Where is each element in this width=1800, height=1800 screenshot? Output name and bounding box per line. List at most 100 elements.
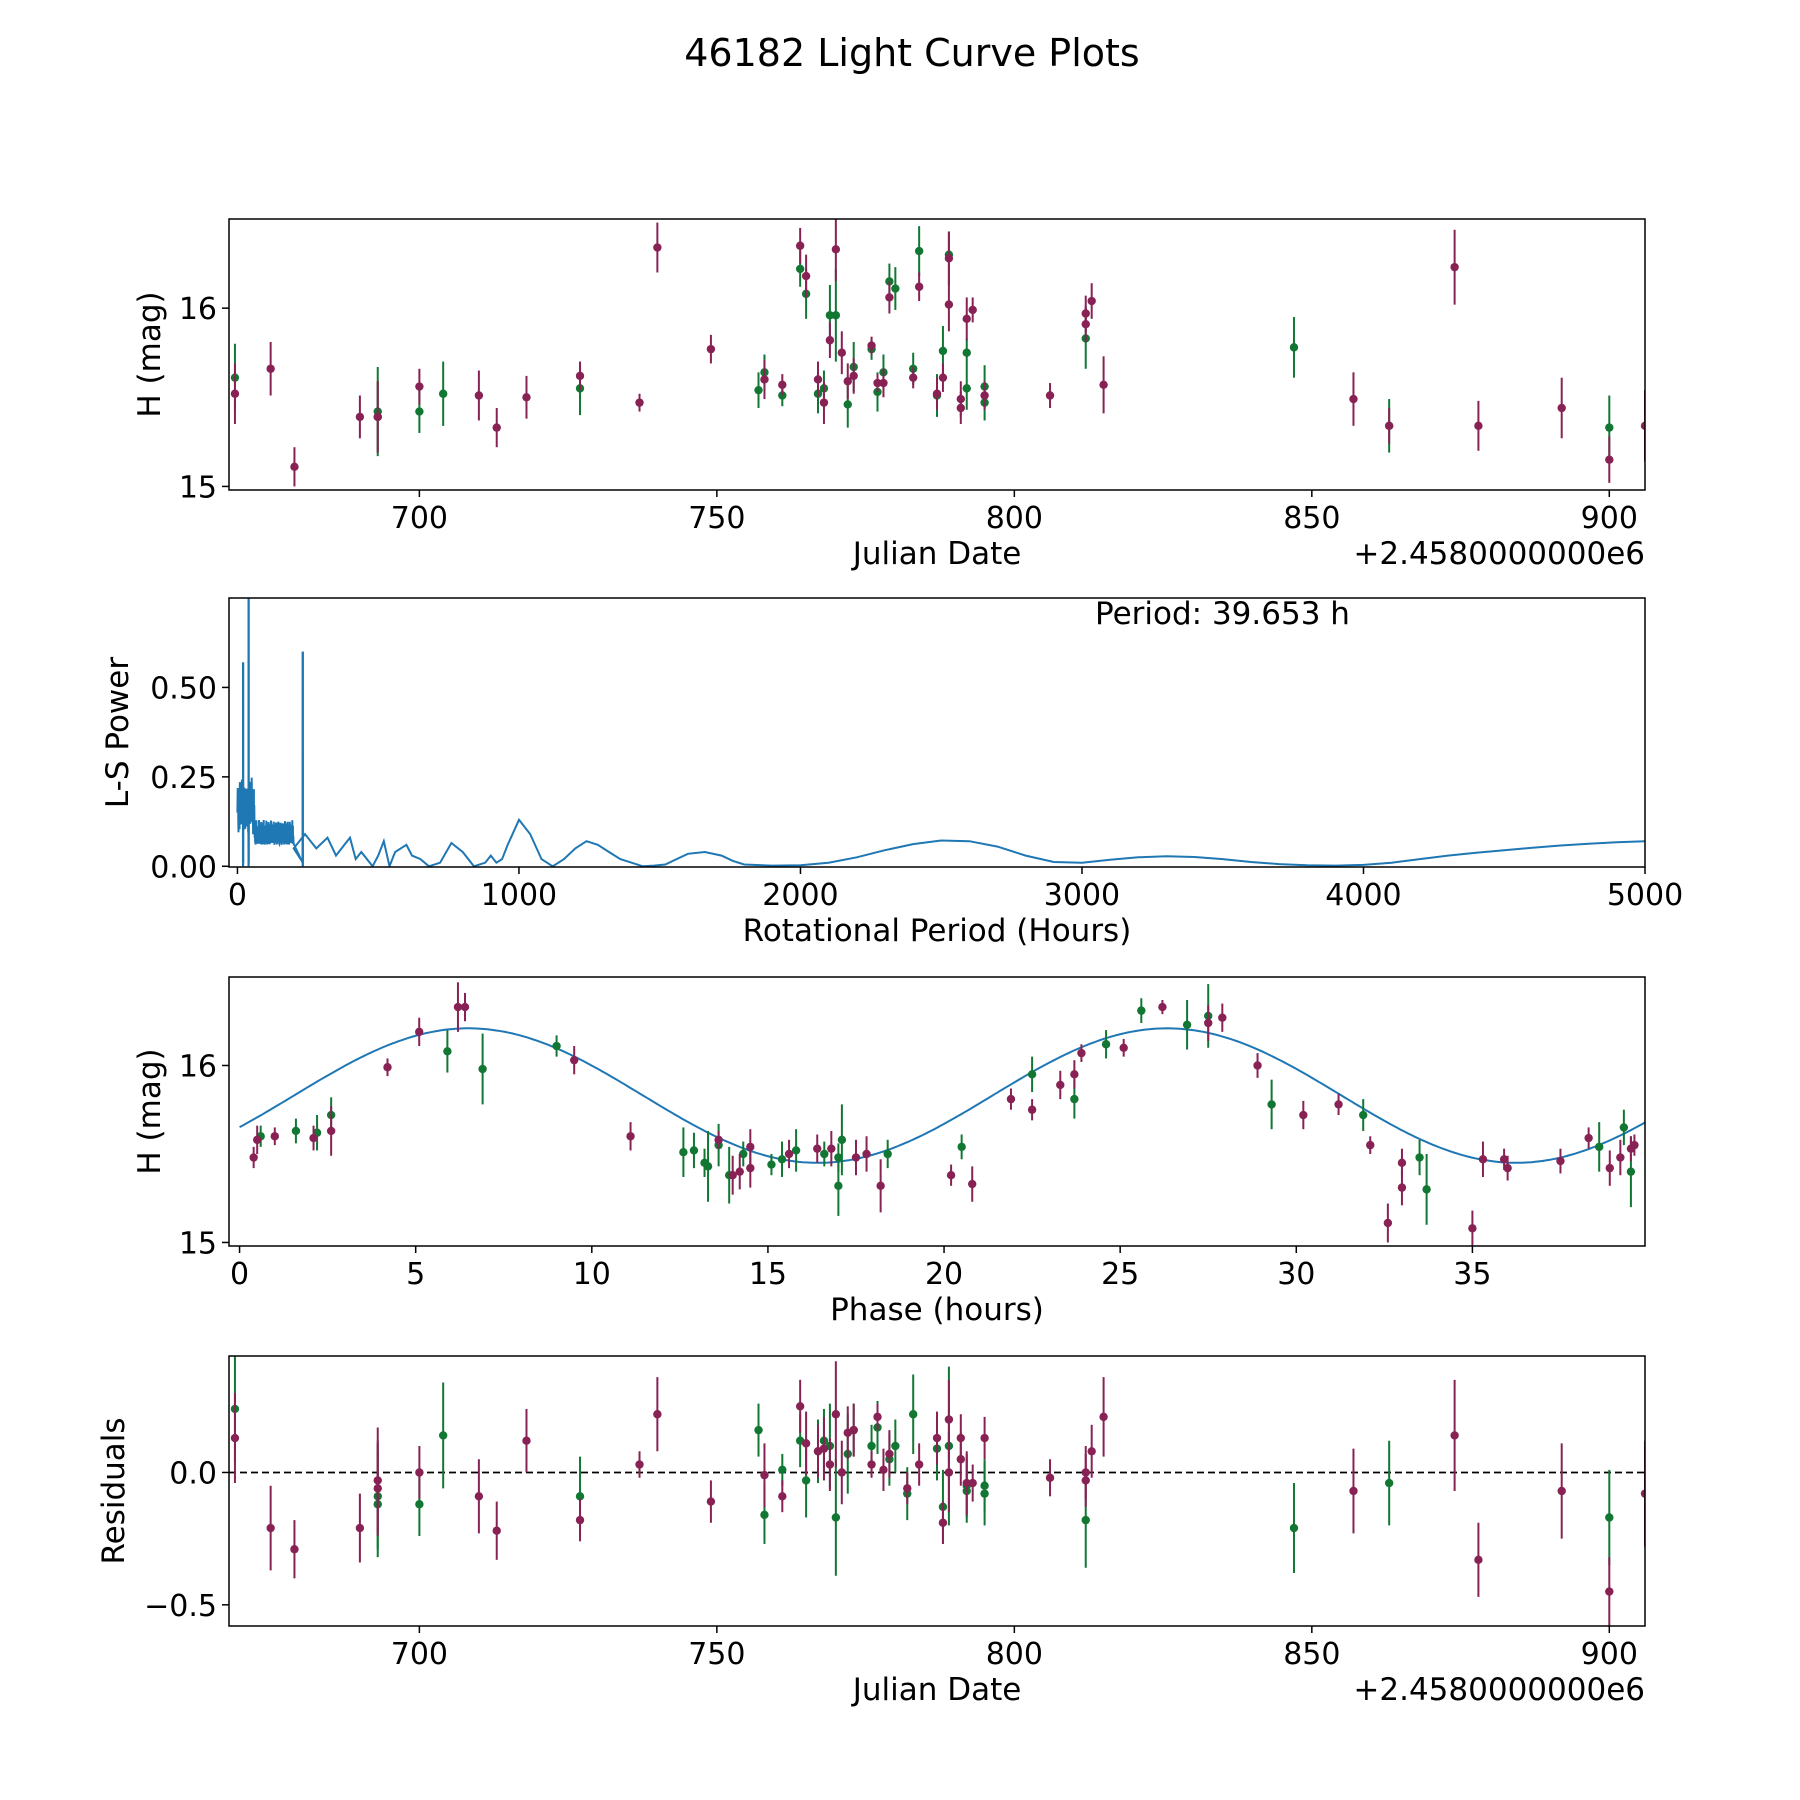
phased-axes-frame <box>228 976 1646 1247</box>
data-point <box>825 336 835 345</box>
data-point <box>653 243 662 252</box>
data-point <box>443 1047 452 1056</box>
data-point <box>552 1041 561 1051</box>
data-point <box>938 373 948 382</box>
data-point <box>415 1027 424 1037</box>
data-point <box>460 1002 470 1012</box>
data-point <box>1349 1486 1358 1496</box>
data-point <box>778 1492 787 1501</box>
data-point <box>492 423 501 432</box>
data-point <box>373 412 382 422</box>
series-magenta <box>249 982 1639 1246</box>
data-point <box>1422 1185 1431 1194</box>
lightcurve-plot-area <box>230 219 1645 487</box>
data-point <box>825 311 835 320</box>
x-tick-label: 25 <box>1101 1257 1139 1292</box>
x-tick-label: 850 <box>1283 501 1340 536</box>
data-point <box>453 1002 463 1012</box>
data-point <box>938 346 948 356</box>
data-point <box>944 254 954 263</box>
data-point <box>575 1515 585 1525</box>
data-point <box>735 1167 744 1176</box>
x-tick-label: 750 <box>688 501 745 536</box>
x-tick-label: 35 <box>1453 1257 1491 1292</box>
data-point <box>914 246 924 256</box>
y-tick-label: 16 <box>179 292 217 327</box>
data-point <box>837 348 847 357</box>
data-point <box>309 1133 318 1143</box>
data-point <box>831 311 841 320</box>
x-tick-label: 1000 <box>481 878 557 913</box>
data-point <box>980 1433 989 1443</box>
data-point <box>795 264 805 274</box>
data-point <box>569 1055 579 1065</box>
data-point <box>837 1135 847 1145</box>
data-point <box>862 1149 871 1159</box>
data-point <box>383 1063 392 1072</box>
data-point <box>1027 1070 1037 1079</box>
data-point <box>415 1500 424 1509</box>
data-point <box>914 1460 924 1469</box>
x-tick-label: 900 <box>1581 501 1638 536</box>
model-fit-curve <box>239 1027 1645 1164</box>
data-point <box>1499 1155 1509 1164</box>
y-tick-label: 0.50 <box>150 671 217 706</box>
data-point <box>820 1149 829 1159</box>
y-axis-label: H (mag) <box>132 1048 168 1174</box>
data-point <box>249 1153 258 1162</box>
data-point <box>778 380 787 390</box>
data-point <box>290 462 299 472</box>
data-point <box>1619 1123 1629 1132</box>
subplot-periodogram: 0 1000 2000 3000 4000 5000 0.00 0.25 0.50 Rotatio… <box>100 596 1683 949</box>
data-point <box>1366 1140 1375 1150</box>
data-point <box>813 1144 822 1153</box>
data-point <box>1081 319 1090 329</box>
data-point <box>355 412 365 422</box>
data-point <box>1045 1473 1055 1482</box>
data-point <box>784 1149 794 1159</box>
period-annotation: Period: 39.653 h <box>1095 596 1350 632</box>
y-axis-label: Residuals <box>96 1417 132 1564</box>
data-point <box>270 1132 279 1141</box>
data-point <box>891 1441 900 1451</box>
data-point <box>867 1441 876 1451</box>
data-point <box>438 1431 448 1440</box>
figure-title: 46182 Light Curve Plots <box>684 31 1139 75</box>
data-point <box>831 1410 841 1419</box>
data-point <box>290 1545 299 1554</box>
x-tick-label: 850 <box>1283 1637 1340 1672</box>
x-offset-label: +2.4580000000e6 <box>1353 1672 1645 1708</box>
data-point <box>653 1410 662 1419</box>
x-tick-label: 0 <box>228 878 247 913</box>
data-point <box>1397 1158 1407 1168</box>
y-tick-label: 0.25 <box>150 761 217 796</box>
data-point <box>1081 1476 1090 1485</box>
data-point <box>438 389 448 398</box>
x-tick-label: 900 <box>1581 1637 1638 1672</box>
x-tick-label: 700 <box>391 501 448 536</box>
data-point <box>1450 262 1459 272</box>
data-point <box>492 1526 501 1535</box>
x-axis-label: Phase (hours) <box>830 1292 1044 1328</box>
data-point <box>1137 1006 1146 1015</box>
data-point <box>1468 1224 1477 1233</box>
data-point <box>1630 1140 1639 1150</box>
data-point <box>944 1415 954 1424</box>
data-point <box>706 1497 716 1506</box>
data-point <box>867 1460 876 1469</box>
data-point <box>962 384 971 393</box>
data-point <box>474 1492 484 1501</box>
data-point <box>689 1146 699 1155</box>
x-tick-label: 700 <box>391 1637 448 1672</box>
data-point <box>706 344 716 354</box>
data-point <box>1158 1002 1167 1012</box>
data-point <box>1099 1412 1108 1422</box>
data-point <box>474 391 484 400</box>
y-axis-label: H (mag) <box>132 291 168 417</box>
data-point <box>1077 1048 1086 1058</box>
x-tick-label: 15 <box>749 1257 787 1292</box>
data-point <box>415 382 424 391</box>
data-point <box>703 1162 713 1171</box>
data-point <box>1289 1523 1299 1533</box>
data-point <box>819 1444 829 1453</box>
